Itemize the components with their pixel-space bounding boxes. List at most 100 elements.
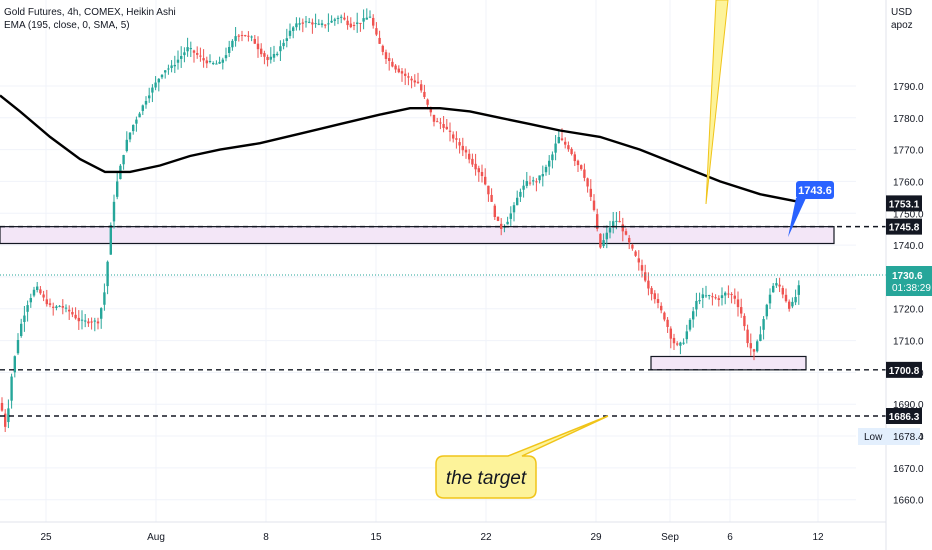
candle-body bbox=[765, 304, 768, 317]
candle-body bbox=[432, 114, 436, 122]
candle-body bbox=[228, 46, 231, 53]
candle-body bbox=[436, 121, 439, 123]
candle-body bbox=[362, 18, 365, 22]
candle-body bbox=[759, 334, 762, 341]
candle-body bbox=[717, 298, 720, 300]
candle-body bbox=[554, 143, 557, 153]
candle-body bbox=[762, 319, 765, 330]
candle-body bbox=[173, 64, 176, 67]
candle-body bbox=[525, 181, 528, 186]
candle-body bbox=[199, 55, 202, 57]
candle-body bbox=[183, 52, 186, 56]
candle-body bbox=[55, 306, 58, 309]
candle-body bbox=[644, 272, 647, 281]
candle-body bbox=[170, 65, 173, 69]
indicator-label[interactable]: EMA (195, close, 0, SMA, 5) bbox=[4, 20, 130, 31]
candle-body bbox=[282, 42, 285, 47]
candle-body bbox=[493, 205, 496, 218]
candle-body bbox=[647, 280, 650, 289]
candle-body bbox=[157, 78, 160, 83]
time-tick-label: Aug bbox=[147, 532, 165, 543]
candle-body bbox=[736, 299, 740, 308]
candle-body bbox=[506, 221, 509, 225]
candle-body bbox=[23, 315, 26, 322]
candle-body bbox=[250, 36, 253, 38]
candle-body bbox=[711, 296, 714, 298]
candle-body bbox=[132, 124, 135, 132]
candle-body bbox=[480, 172, 484, 177]
last-price-badge bbox=[886, 266, 932, 297]
candle-body bbox=[52, 306, 55, 308]
candle-body bbox=[663, 312, 666, 320]
symbol-title[interactable]: Gold Futures, 4h, COMEX, Heikin Ashi bbox=[4, 7, 176, 18]
candle-body bbox=[276, 53, 279, 56]
candle-body bbox=[340, 16, 343, 18]
key-level-badge bbox=[886, 218, 922, 235]
candle-body bbox=[631, 244, 634, 249]
candle-body bbox=[388, 58, 391, 61]
time-axis[interactable]: 25 Aug 8 15 22 29 Sep 6 12 bbox=[0, 521, 886, 543]
key-level-badge bbox=[886, 195, 922, 212]
candle-body bbox=[39, 289, 42, 294]
price-tick-label: 1690.0 bbox=[893, 400, 924, 411]
candle-body bbox=[205, 60, 208, 64]
heikin-ashi-candles bbox=[0, 8, 800, 433]
candle-body bbox=[500, 223, 503, 229]
candle-body bbox=[336, 17, 340, 19]
price-tick-label: 1750.0 bbox=[893, 209, 924, 220]
candle-body bbox=[599, 233, 602, 248]
candle-body bbox=[560, 138, 564, 141]
candle-body bbox=[423, 91, 426, 97]
candle-body bbox=[80, 319, 84, 321]
candle-body bbox=[314, 23, 317, 25]
candle-body bbox=[474, 163, 477, 170]
candle-body bbox=[324, 24, 327, 26]
candle-body bbox=[618, 220, 621, 223]
candle-body bbox=[576, 160, 580, 166]
candle-body bbox=[624, 231, 628, 235]
candle-body bbox=[512, 205, 516, 213]
price-tick-label: 1740.0 bbox=[893, 241, 924, 252]
price-tick-label: 1660.0 bbox=[893, 496, 924, 507]
candle-body bbox=[93, 320, 96, 322]
currency-label[interactable]: USD bbox=[891, 7, 913, 18]
candle-body bbox=[320, 23, 324, 26]
key-level-badge bbox=[886, 361, 922, 378]
candle-body bbox=[20, 323, 23, 336]
candle-body bbox=[679, 342, 682, 346]
candle-body bbox=[586, 178, 589, 187]
candle-body bbox=[519, 191, 522, 197]
candle-body bbox=[234, 36, 237, 41]
candle-body bbox=[189, 48, 192, 50]
candle-body bbox=[0, 402, 4, 411]
candle-body bbox=[247, 35, 250, 37]
price-axis[interactable]: 1660.01670.01680.01690.01700.01710.01720… bbox=[858, 0, 932, 550]
candle-body bbox=[45, 299, 48, 305]
candle-body bbox=[567, 145, 570, 150]
candle-body bbox=[544, 166, 548, 173]
candle-body bbox=[666, 319, 669, 327]
candle-body bbox=[746, 329, 749, 344]
candle-body bbox=[410, 78, 413, 81]
candle-body bbox=[327, 23, 330, 25]
candle-body bbox=[426, 99, 429, 105]
candle-body bbox=[221, 59, 224, 63]
candle-body bbox=[541, 174, 544, 177]
candle-body bbox=[61, 306, 64, 308]
candle-body bbox=[778, 284, 781, 287]
candle-body bbox=[628, 237, 631, 243]
time-tick-label: 29 bbox=[590, 532, 602, 543]
candle-body bbox=[564, 141, 567, 145]
candle-body bbox=[535, 181, 538, 183]
candle-body bbox=[151, 87, 154, 93]
candle-body bbox=[772, 285, 775, 293]
chart-legend: Gold Futures, 4h, COMEX, Heikin Ashi EMA… bbox=[4, 6, 176, 32]
candle-body bbox=[727, 293, 730, 295]
candle-body bbox=[292, 27, 295, 32]
candle-body bbox=[724, 292, 727, 296]
candle-body bbox=[356, 22, 359, 24]
candle-body bbox=[295, 23, 298, 28]
candle-body bbox=[256, 43, 260, 50]
candle-body bbox=[612, 221, 615, 227]
